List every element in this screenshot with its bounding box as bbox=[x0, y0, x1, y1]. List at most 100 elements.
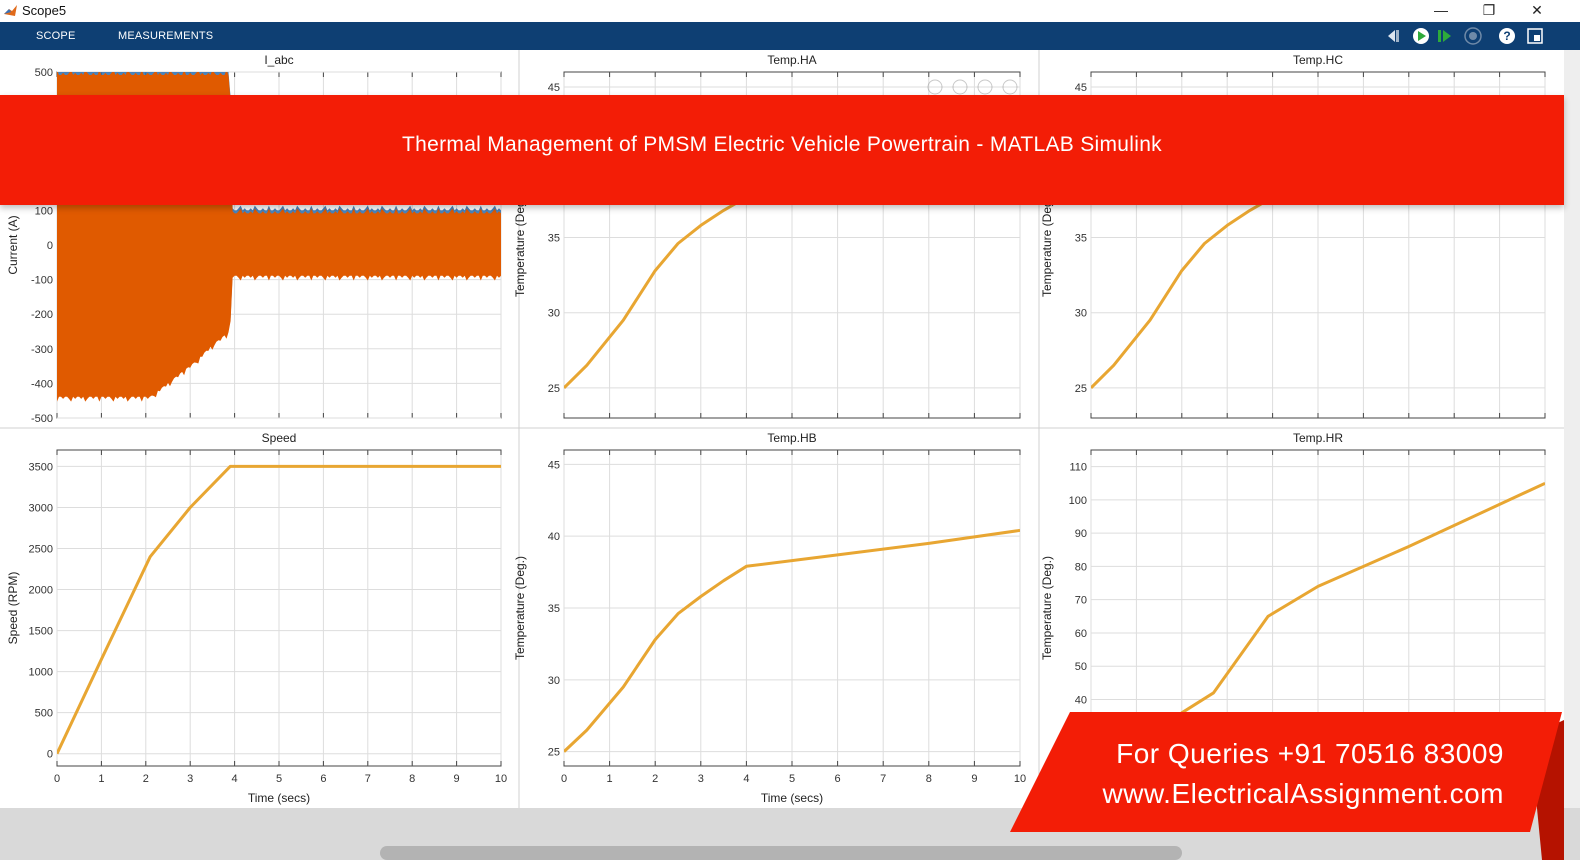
help-button[interactable]: ? bbox=[1496, 25, 1518, 47]
y-tick-label: 30 bbox=[548, 308, 560, 320]
y-tick-label: 110 bbox=[1069, 462, 1087, 474]
y-axis-label: Temperature (Deg.) bbox=[513, 556, 527, 660]
home-icon bbox=[1002, 79, 1018, 95]
y-axis-label: Current (A) bbox=[6, 215, 20, 274]
window-title: Scope5 bbox=[22, 3, 67, 18]
x-tick-label: 3 bbox=[698, 773, 704, 785]
y-tick-label: 2000 bbox=[29, 585, 53, 597]
x-tick-label: 2 bbox=[652, 773, 658, 785]
y-axis-label: Temperature (Deg.) bbox=[513, 193, 527, 297]
tab-scope[interactable]: SCOPE bbox=[36, 30, 76, 42]
svg-text:?: ? bbox=[1503, 29, 1510, 43]
y-axis-label: Temperature (Deg.) bbox=[1040, 556, 1054, 660]
stop-button[interactable] bbox=[1462, 25, 1484, 47]
y-tick-label: 0 bbox=[47, 749, 53, 761]
y-tick-label: 30 bbox=[548, 675, 560, 687]
series-line bbox=[564, 198, 743, 389]
restore-button[interactable]: ❐ bbox=[1466, 0, 1512, 22]
y-tick-label: 40 bbox=[548, 531, 560, 543]
x-tick-label: 7 bbox=[365, 773, 371, 785]
y-tick-label: 35 bbox=[548, 232, 560, 244]
x-tick-label: 7 bbox=[880, 773, 886, 785]
step-forward-icon bbox=[1438, 30, 1451, 42]
series-group bbox=[57, 464, 501, 755]
y-tick-label: 100 bbox=[1069, 495, 1087, 507]
y-axis-label: Speed (RPM) bbox=[6, 572, 20, 645]
axes-4: 0 500 1000 1500 2000 2500 3000 3500 0 1 2 3 4 5 6 7 8 9 10… bbox=[6, 431, 507, 805]
promo-shape bbox=[1010, 712, 1564, 860]
series-group bbox=[564, 198, 743, 389]
axes-title: Speed bbox=[262, 431, 297, 445]
help-icon: ? bbox=[1499, 28, 1515, 44]
zoom-out-icon bbox=[977, 79, 993, 95]
x-tick-label: 8 bbox=[409, 773, 415, 785]
restore-icon: ❐ bbox=[1482, 2, 1496, 18]
matlab-logo-icon bbox=[4, 5, 17, 16]
y-tick-label: 50 bbox=[1075, 661, 1087, 673]
title-banner: Thermal Management of PMSM Electric Vehi… bbox=[0, 95, 1564, 205]
x-tick-label: 10 bbox=[495, 773, 507, 785]
run-icon bbox=[1413, 28, 1429, 44]
x-tick-label: 9 bbox=[454, 773, 460, 785]
y-tick-label: 25 bbox=[548, 383, 560, 395]
banner-text: Thermal Management of PMSM Electric Vehi… bbox=[402, 133, 1162, 156]
x-tick-label: 4 bbox=[743, 773, 749, 785]
video-progress-bar[interactable] bbox=[380, 846, 1182, 860]
x-tick-label: 0 bbox=[54, 773, 60, 785]
close-button[interactable]: ✕ bbox=[1514, 0, 1560, 22]
x-tick-label: 10 bbox=[1014, 773, 1026, 785]
x-tick-label: 3 bbox=[187, 773, 193, 785]
y-tick-label: 2500 bbox=[29, 543, 53, 555]
y-tick-label: 25 bbox=[1075, 383, 1087, 395]
y-tick-label: -100 bbox=[31, 275, 53, 287]
y-tick-label: 30 bbox=[1075, 308, 1087, 320]
y-tick-label: 1500 bbox=[29, 626, 53, 638]
x-axis-label: Time (secs) bbox=[761, 791, 823, 805]
axes-title: Temp.HR bbox=[1293, 431, 1343, 445]
x-axis-label: Time (secs) bbox=[248, 791, 310, 805]
y-tick-label: 500 bbox=[35, 67, 53, 79]
series-group bbox=[564, 528, 1020, 753]
y-tick-label: 35 bbox=[548, 603, 560, 615]
undock-button[interactable] bbox=[1524, 25, 1546, 47]
x-tick-label: 9 bbox=[971, 773, 977, 785]
y-tick-label: 60 bbox=[1075, 628, 1087, 640]
promo-overlay: For Queries +91 70516 83009 www.Electric… bbox=[1010, 712, 1580, 860]
axes-title: I_abc bbox=[264, 53, 293, 67]
step-back-icon bbox=[1388, 30, 1399, 42]
y-tick-label: 25 bbox=[548, 747, 560, 759]
promo-website: www.ElectricalAssignment.com bbox=[1102, 778, 1504, 809]
x-tick-label: 6 bbox=[320, 773, 326, 785]
y-axis-label: Temperature (Deg.) bbox=[1040, 193, 1054, 297]
y-tick-label: -500 bbox=[31, 413, 53, 425]
series-group bbox=[1091, 198, 1269, 389]
stop-icon bbox=[1464, 27, 1482, 45]
x-tick-label: 8 bbox=[926, 773, 932, 785]
x-tick-label: 0 bbox=[561, 773, 567, 785]
y-tick-label: -200 bbox=[31, 309, 53, 321]
step-back-button[interactable] bbox=[1384, 25, 1406, 47]
pan-icon bbox=[927, 79, 943, 95]
y-tick-label: 35 bbox=[1075, 232, 1087, 244]
y-tick-label: -300 bbox=[31, 344, 53, 356]
y-tick-label: -400 bbox=[31, 378, 53, 390]
y-tick-label: 45 bbox=[548, 459, 560, 471]
tab-measurements[interactable]: MEASUREMENTS bbox=[118, 30, 214, 42]
x-tick-label: 5 bbox=[276, 773, 282, 785]
y-tick-label: 500 bbox=[35, 708, 53, 720]
scope-plot-area: -500 -400 -300 -200 -100 0 100 500 I_abc Current … bbox=[0, 50, 1564, 808]
x-tick-label: 2 bbox=[143, 773, 149, 785]
window-titlebar: Scope5 — ❐ ✕ bbox=[0, 0, 1580, 22]
y-tick-label: 80 bbox=[1075, 561, 1087, 573]
y-tick-label: 40 bbox=[1075, 694, 1087, 706]
run-button[interactable] bbox=[1410, 25, 1432, 47]
minimize-button[interactable]: — bbox=[1418, 0, 1464, 22]
step-forward-button[interactable] bbox=[1434, 25, 1456, 47]
axes-toolbar bbox=[927, 79, 1018, 95]
undock-icon bbox=[1527, 28, 1543, 44]
y-tick-label: 3500 bbox=[29, 461, 53, 473]
toolstrip: SCOPE MEASUREMENTS ? bbox=[0, 22, 1580, 50]
x-tick-label: 1 bbox=[98, 773, 104, 785]
scroll-strip[interactable] bbox=[1564, 50, 1580, 808]
